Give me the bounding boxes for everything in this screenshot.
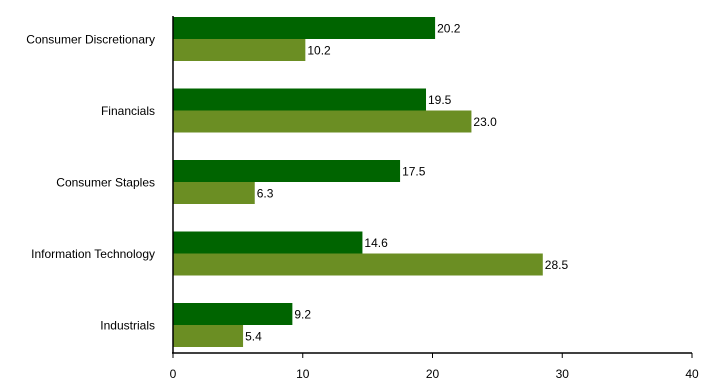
x-tick-label: 0 — [170, 367, 177, 381]
bars-layer — [173, 17, 543, 347]
value-label: 9.2 — [294, 308, 311, 322]
x-ticks-layer: 0 10 20 30 40 — [170, 353, 699, 381]
bar-information-technology-series-2 — [173, 253, 543, 276]
value-label: 5.4 — [245, 330, 262, 344]
value-label: 14.6 — [364, 236, 388, 250]
bar-industrials-series-1 — [173, 303, 293, 325]
value-label: 17.5 — [402, 165, 426, 179]
value-label: 23.0 — [473, 115, 497, 129]
value-labels-layer: 20.2 10.2 19.5 23.0 17.5 6.3 14.6 28.5 9.2 5.4 — [245, 22, 568, 344]
bar-consumer-discretionary-series-2 — [173, 39, 306, 61]
x-tick-label: 10 — [296, 367, 310, 381]
bar-industrials-series-2 — [173, 325, 244, 347]
category-label: Financials — [101, 104, 155, 118]
bar-financials-series-2 — [173, 110, 472, 133]
value-label: 10.2 — [307, 44, 331, 58]
x-tick-label: 20 — [426, 367, 440, 381]
category-label: Information Technology — [31, 247, 155, 261]
value-label: 6.3 — [257, 187, 274, 201]
category-label: Industrials — [100, 319, 155, 333]
x-tick-label: 40 — [685, 367, 699, 381]
bar-financials-series-1 — [173, 88, 427, 111]
value-label: 20.2 — [437, 22, 461, 36]
bar-consumer-staples-series-2 — [173, 182, 255, 204]
category-label: Consumer Staples — [56, 176, 155, 190]
bar-consumer-discretionary-series-1 — [173, 17, 436, 39]
category-label: Consumer Discretionary — [26, 33, 155, 47]
x-tick-label: 30 — [556, 367, 570, 381]
value-label: 28.5 — [545, 258, 569, 272]
category-labels-layer: Consumer Discretionary Financials Consumer… — [26, 33, 155, 333]
value-label: 19.5 — [428, 93, 452, 107]
bar-information-technology-series-1 — [173, 231, 363, 254]
bar-consumer-staples-series-1 — [173, 160, 401, 182]
